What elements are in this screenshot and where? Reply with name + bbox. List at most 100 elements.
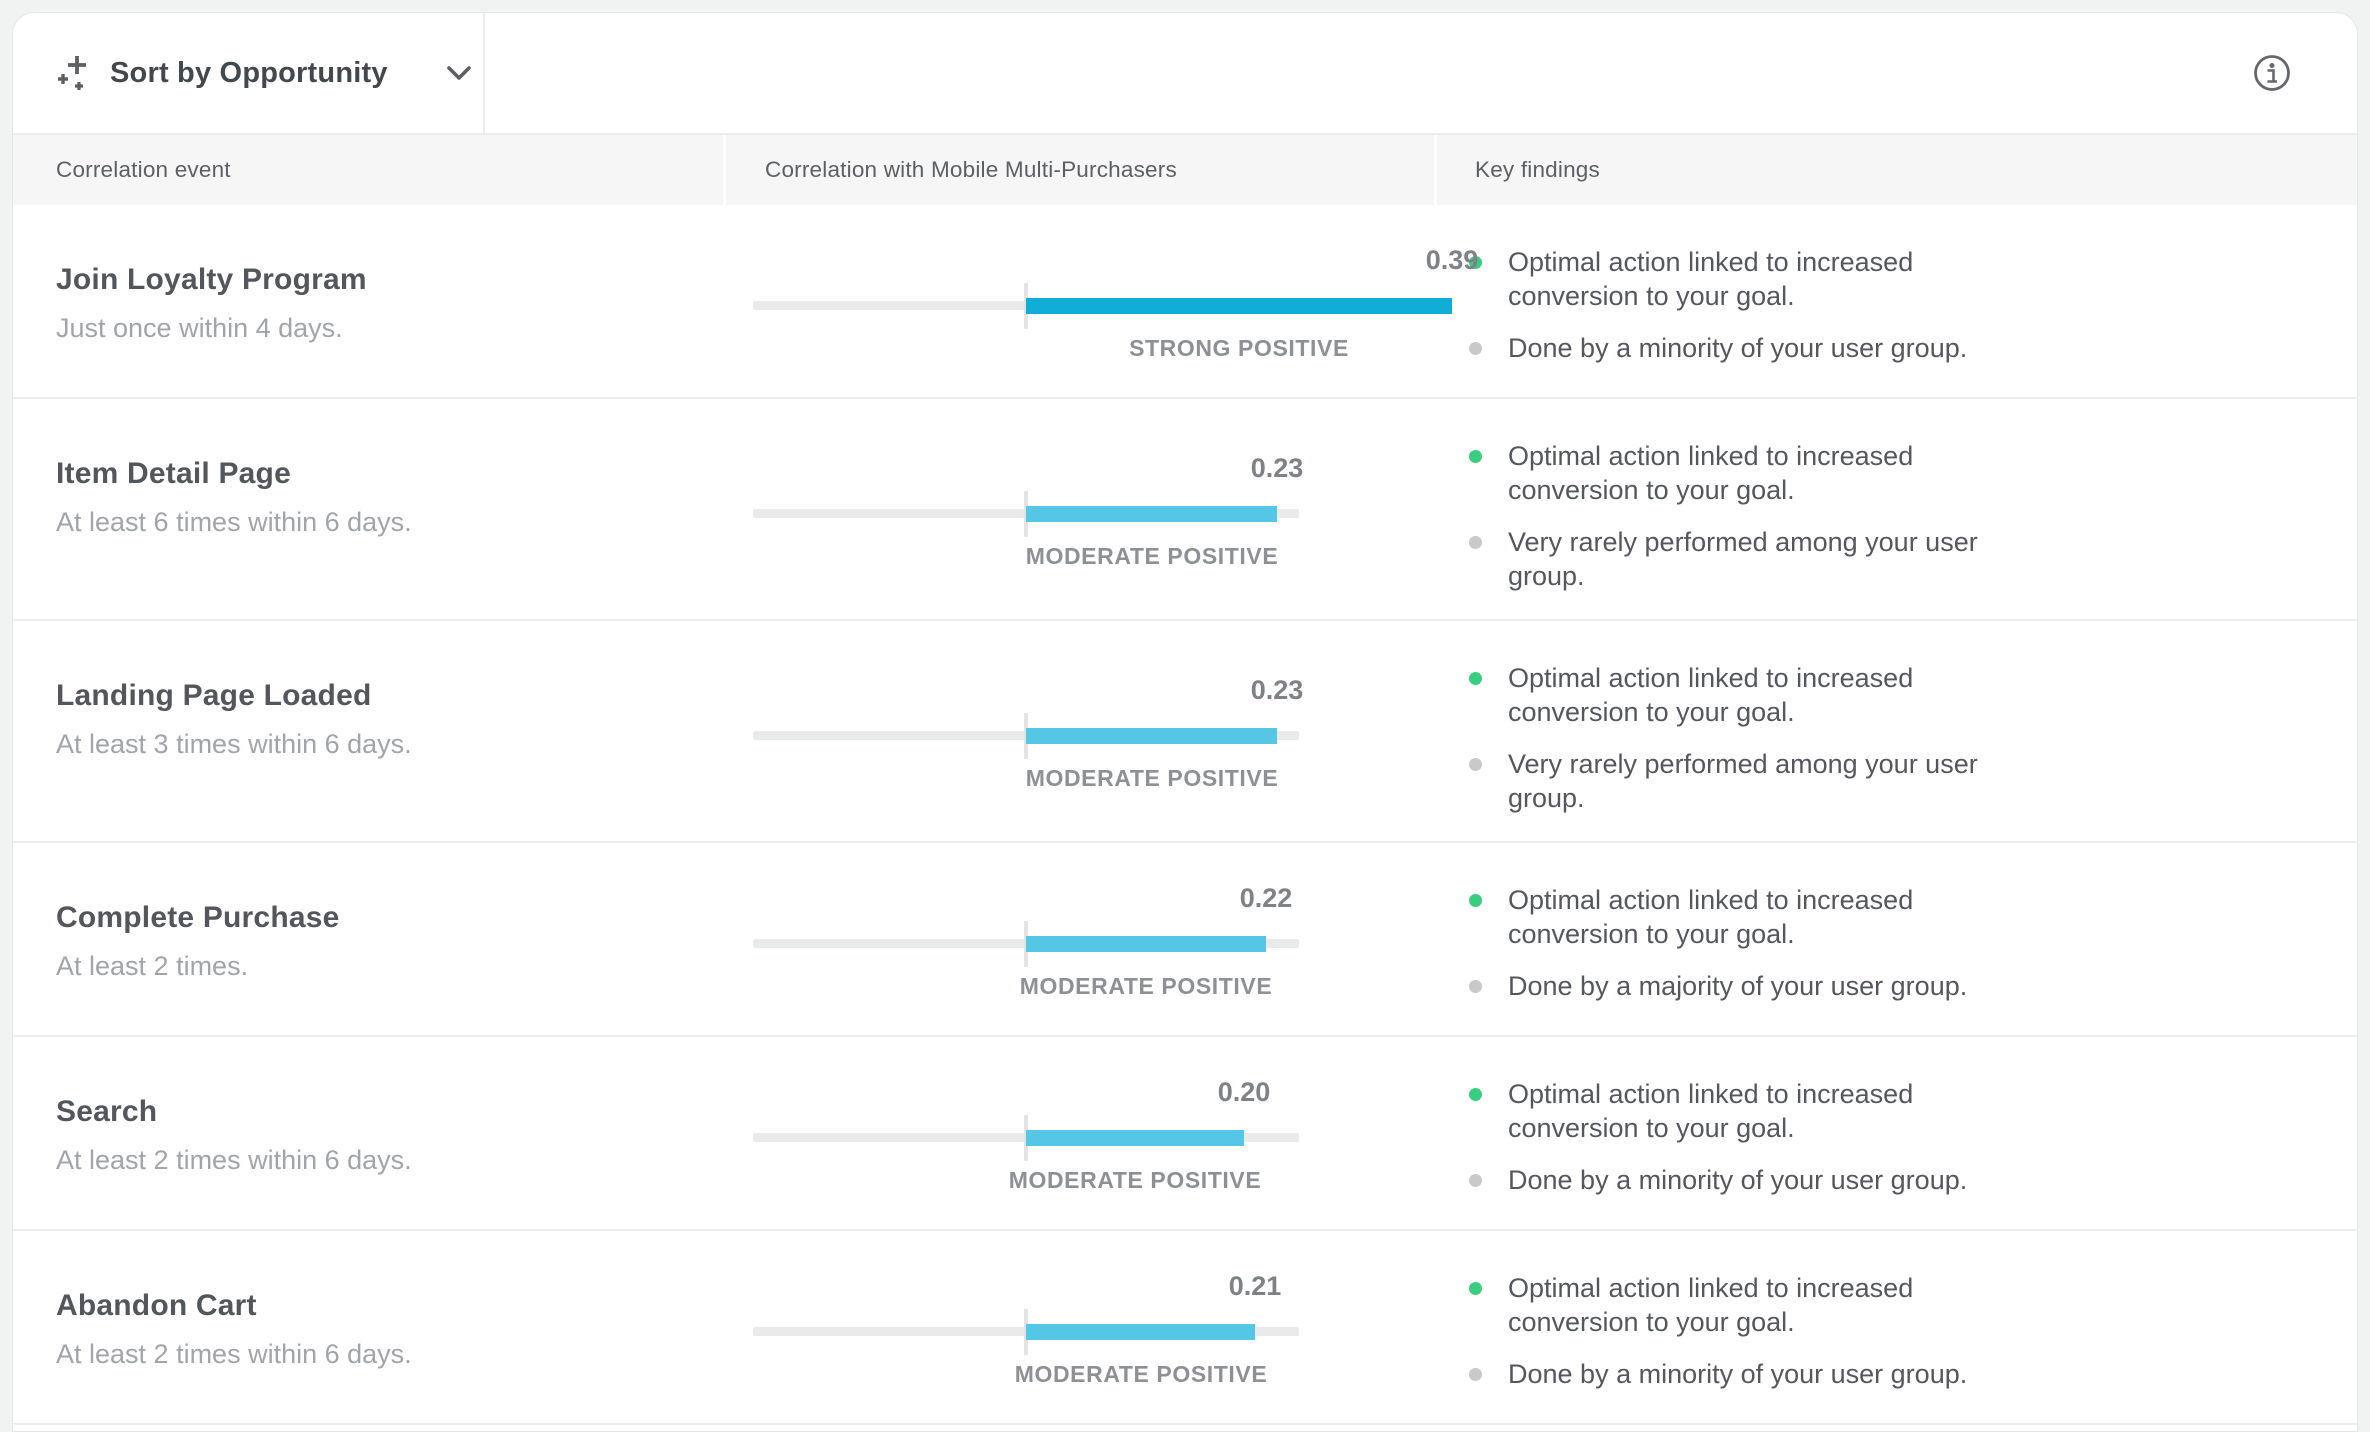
correlation-row[interactable]: Abandon Cart At least 2 times within 6 d… (13, 1231, 2357, 1425)
correlation-bar-cell: 0.39 STRONG POSITIVE (723, 241, 1478, 371)
finding-text: Optimal action linked to increased conve… (1508, 1079, 1914, 1143)
finding-text: Done by a majority of your user group. (1508, 971, 1968, 1001)
correlation-slider: 0.23 MODERATE POSITIVE (753, 449, 1303, 579)
finding-text: Very rarely performed among your user gr… (1508, 527, 1978, 591)
key-findings-cell: Optimal action linked to increased conve… (1434, 1073, 2357, 1203)
finding-text: Optimal action linked to increased conve… (1508, 1273, 1914, 1337)
correlation-value: 0.23 (1250, 675, 1304, 705)
correlation-bar-fill (1026, 728, 1277, 744)
correlation-row[interactable]: Landing Page Loaded At least 3 times wit… (13, 621, 2357, 843)
correlation-slider: 0.22 MODERATE POSITIVE (753, 879, 1299, 1009)
correlation-row[interactable]: Complete Purchase At least 2 times. 0.22… (13, 843, 2357, 1037)
correlation-value: 0.21 (1228, 1271, 1282, 1301)
finding-dot (1469, 1282, 1482, 1295)
header-divider (723, 135, 726, 205)
finding-text: Done by a minority of your user group. (1508, 333, 1968, 363)
finding-dot (1469, 342, 1482, 355)
finding-item: Done by a minority of your user group. (1469, 1163, 2357, 1197)
correlation-strength-label: STRONG POSITIVE (1129, 335, 1349, 361)
finding-dot (1469, 980, 1482, 993)
correlation-bar-fill (1026, 298, 1452, 314)
correlation-value: 0.22 (1239, 883, 1293, 913)
correlation-row[interactable]: Join Loyalty Program Just once within 4 … (13, 205, 2357, 399)
sparkle-plus-icon (58, 56, 86, 90)
finding-dot (1469, 1088, 1482, 1101)
finding-item: Optimal action linked to increased conve… (1469, 439, 2357, 507)
event-title: Join Loyalty Program (56, 263, 367, 296)
event-criteria: At least 2 times within 6 days. (56, 1145, 412, 1175)
correlation-value: 0.20 (1217, 1077, 1271, 1107)
toolbar-sort-section: Sort by Opportunity (13, 13, 485, 133)
key-findings-cell: Optimal action linked to increased conve… (1434, 241, 2357, 371)
correlation-slider: 0.39 STRONG POSITIVE (753, 241, 1478, 371)
column-header-correlation-with-goal: Correlation with Mobile Multi-Purchasers (726, 135, 1434, 205)
finding-text: Done by a minority of your user group. (1508, 1165, 1968, 1195)
finding-dot (1469, 1174, 1482, 1187)
event-cell: Search At least 2 times within 6 days. (13, 1073, 723, 1203)
correlation-bar-fill (1026, 1324, 1255, 1340)
finding-text: Optimal action linked to increased conve… (1508, 441, 1914, 505)
finding-dot (1469, 672, 1482, 685)
sort-by-opportunity-button[interactable]: Sort by Opportunity (13, 53, 472, 93)
event-cell: Landing Page Loaded At least 3 times wit… (13, 657, 723, 815)
event-title: Search (56, 1095, 158, 1128)
finding-item: Optimal action linked to increased conve… (1469, 883, 2357, 951)
event-title: Abandon Cart (56, 1289, 257, 1322)
correlation-value: 0.39 (1425, 245, 1479, 275)
correlation-bar-fill (1026, 936, 1266, 952)
event-cell: Complete Purchase At least 2 times. (13, 879, 723, 1009)
sort-by-label: Sort by Opportunity (110, 56, 388, 89)
event-title: Complete Purchase (56, 901, 340, 934)
toolbar-right-section (485, 13, 2357, 133)
finding-item: Optimal action linked to increased conve… (1469, 1271, 2357, 1339)
finding-item: Done by a minority of your user group. (1469, 1357, 2357, 1391)
event-cell: Abandon Cart At least 2 times within 6 d… (13, 1267, 723, 1397)
finding-item: Very rarely performed among your user gr… (1469, 747, 2357, 815)
correlation-strength-label: MODERATE POSITIVE (1019, 973, 1273, 999)
finding-item: Done by a minority of your user group. (1469, 331, 2357, 365)
finding-dot (1469, 758, 1482, 771)
event-title: Landing Page Loaded (56, 679, 372, 712)
correlation-row[interactable]: Search At least 2 times within 6 days. 0… (13, 1037, 2357, 1231)
finding-text: Optimal action linked to increased conve… (1508, 663, 1914, 727)
correlation-row[interactable]: Item Detail Page At least 6 times within… (13, 399, 2357, 621)
correlation-bar-cell: 0.20 MODERATE POSITIVE (723, 1073, 1434, 1203)
event-criteria: At least 6 times within 6 days. (56, 507, 412, 537)
event-criteria: At least 3 times within 6 days. (56, 729, 412, 759)
correlation-bar-cell: 0.23 MODERATE POSITIVE (723, 435, 1434, 593)
table-header: Correlation event Correlation with Mobil… (13, 135, 2357, 205)
correlation-strength-label: MODERATE POSITIVE (1025, 765, 1279, 791)
finding-item: Very rarely performed among your user gr… (1469, 525, 2357, 593)
correlation-slider: 0.20 MODERATE POSITIVE (753, 1073, 1299, 1203)
info-circle-icon (2254, 55, 2290, 91)
correlation-bar-fill (1026, 1130, 1244, 1146)
finding-text: Optimal action linked to increased conve… (1508, 247, 1914, 311)
finding-text: Done by a minority of your user group. (1508, 1359, 1968, 1389)
correlation-strength-label: MODERATE POSITIVE (1008, 1167, 1262, 1193)
correlation-bar-cell: 0.21 MODERATE POSITIVE (723, 1267, 1434, 1397)
event-criteria: At least 2 times within 6 days. (56, 1339, 412, 1369)
event-title: Item Detail Page (56, 457, 291, 490)
header-divider (1434, 135, 1437, 205)
correlation-value: 0.23 (1250, 453, 1304, 483)
finding-item: Optimal action linked to increased conve… (1469, 661, 2357, 729)
finding-dot (1469, 536, 1482, 549)
finding-text: Optimal action linked to increased conve… (1508, 885, 1914, 949)
key-findings-cell: Optimal action linked to increased conve… (1434, 435, 2357, 593)
finding-dot (1469, 894, 1482, 907)
event-cell: Join Loyalty Program Just once within 4 … (13, 241, 723, 371)
chevron-down-icon (446, 66, 471, 80)
correlation-bar-cell: 0.23 MODERATE POSITIVE (723, 657, 1434, 815)
finding-text: Very rarely performed among your user gr… (1508, 749, 1978, 813)
key-findings-cell: Optimal action linked to increased conve… (1434, 657, 2357, 815)
key-findings-cell: Optimal action linked to increased conve… (1434, 879, 2357, 1009)
event-criteria: Just once within 4 days. (56, 313, 343, 343)
info-button[interactable] (2249, 50, 2295, 96)
event-cell: Item Detail Page At least 6 times within… (13, 435, 723, 593)
correlation-bar-fill (1026, 506, 1277, 522)
correlation-slider: 0.23 MODERATE POSITIVE (753, 671, 1303, 801)
correlation-slider: 0.21 MODERATE POSITIVE (753, 1267, 1299, 1397)
finding-item: Optimal action linked to increased conve… (1469, 245, 2357, 313)
column-header-correlation-event: Correlation event (13, 135, 723, 205)
finding-dot (1469, 256, 1482, 269)
